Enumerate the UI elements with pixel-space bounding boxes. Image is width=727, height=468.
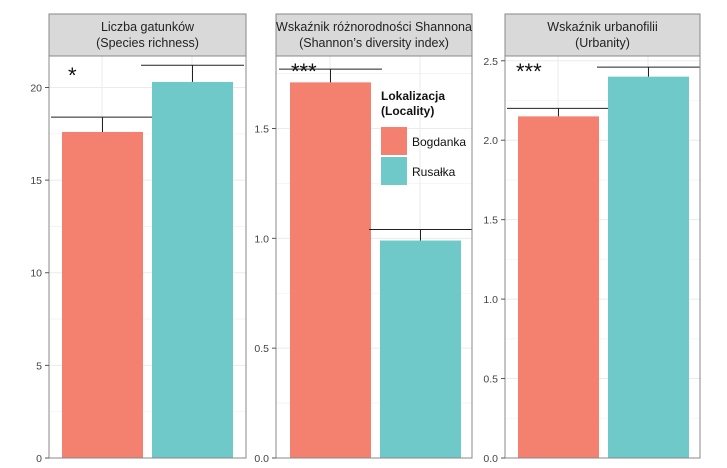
legend-subtitle: (Locality) xyxy=(381,104,434,118)
panel-species-richness: Liczba gatunków (Species richness) * 0 5 1… xyxy=(30,13,247,465)
plot-area xyxy=(275,55,473,459)
significance-label: *** xyxy=(516,59,542,84)
significance-label: *** xyxy=(291,59,317,84)
panel-strip xyxy=(275,13,473,57)
bar-rusalka xyxy=(380,240,461,458)
y-tick-label: 10 xyxy=(30,268,42,280)
y-tick-label: 2.0 xyxy=(483,135,498,147)
bar-bogdanka xyxy=(518,116,599,458)
y-tick-label: 0.0 xyxy=(483,453,498,465)
y-tick-label: 15 xyxy=(30,175,42,187)
panel-strip xyxy=(48,13,247,57)
y-tick-label: 0.5 xyxy=(483,374,498,386)
y-tick-label: 20 xyxy=(30,82,42,94)
panel-title: Liczba gatunków xyxy=(101,20,195,34)
panel-urbanity: Wskaźnik urbanofilii (Urbanity) *** 0.0 0… xyxy=(483,13,701,465)
panel-title: Wskaźnik urbanofilii xyxy=(547,20,657,34)
significance-label: * xyxy=(68,63,77,88)
y-tick-label: 2.5 xyxy=(483,56,498,68)
legend: Lokalizacja (Locality) Bogdanka Rusałka xyxy=(381,89,466,185)
bar-rusalka xyxy=(608,76,689,458)
plot-area xyxy=(48,55,247,459)
legend-swatch-rusalka xyxy=(381,157,407,185)
y-tick-label: 1.5 xyxy=(483,215,498,227)
panel-subtitle: (Urbanity) xyxy=(575,36,630,50)
y-tick-label: 1.0 xyxy=(483,294,498,306)
panel-strip xyxy=(504,13,701,57)
panel-title: Wskaźnik różnorodności Shannona xyxy=(276,20,472,34)
panel-shannon-diversity: Wskaźnik różnorodności Shannona (Shannon… xyxy=(254,13,473,465)
bar-bogdanka xyxy=(290,82,371,458)
legend-swatch-bogdanka xyxy=(381,127,407,155)
legend-label-bogdanka: Bogdanka xyxy=(412,135,466,149)
y-tick-label: 1.5 xyxy=(254,123,269,135)
legend-title: Lokalizacja xyxy=(381,89,445,103)
y-tick-label: 0.0 xyxy=(254,453,269,465)
y-tick-label: 5 xyxy=(36,360,42,372)
panel-subtitle: (Species richness) xyxy=(96,36,199,50)
bar-bogdanka xyxy=(62,131,143,458)
panel-subtitle: (Shannon’s diversity index) xyxy=(299,36,449,50)
y-tick-label: 0.5 xyxy=(254,343,269,355)
plot-area xyxy=(504,55,701,459)
y-tick-label: 0 xyxy=(36,453,42,465)
bar-rusalka xyxy=(152,81,233,458)
y-tick-label: 1.0 xyxy=(254,233,269,245)
legend-label-rusalka: Rusałka xyxy=(412,165,456,179)
